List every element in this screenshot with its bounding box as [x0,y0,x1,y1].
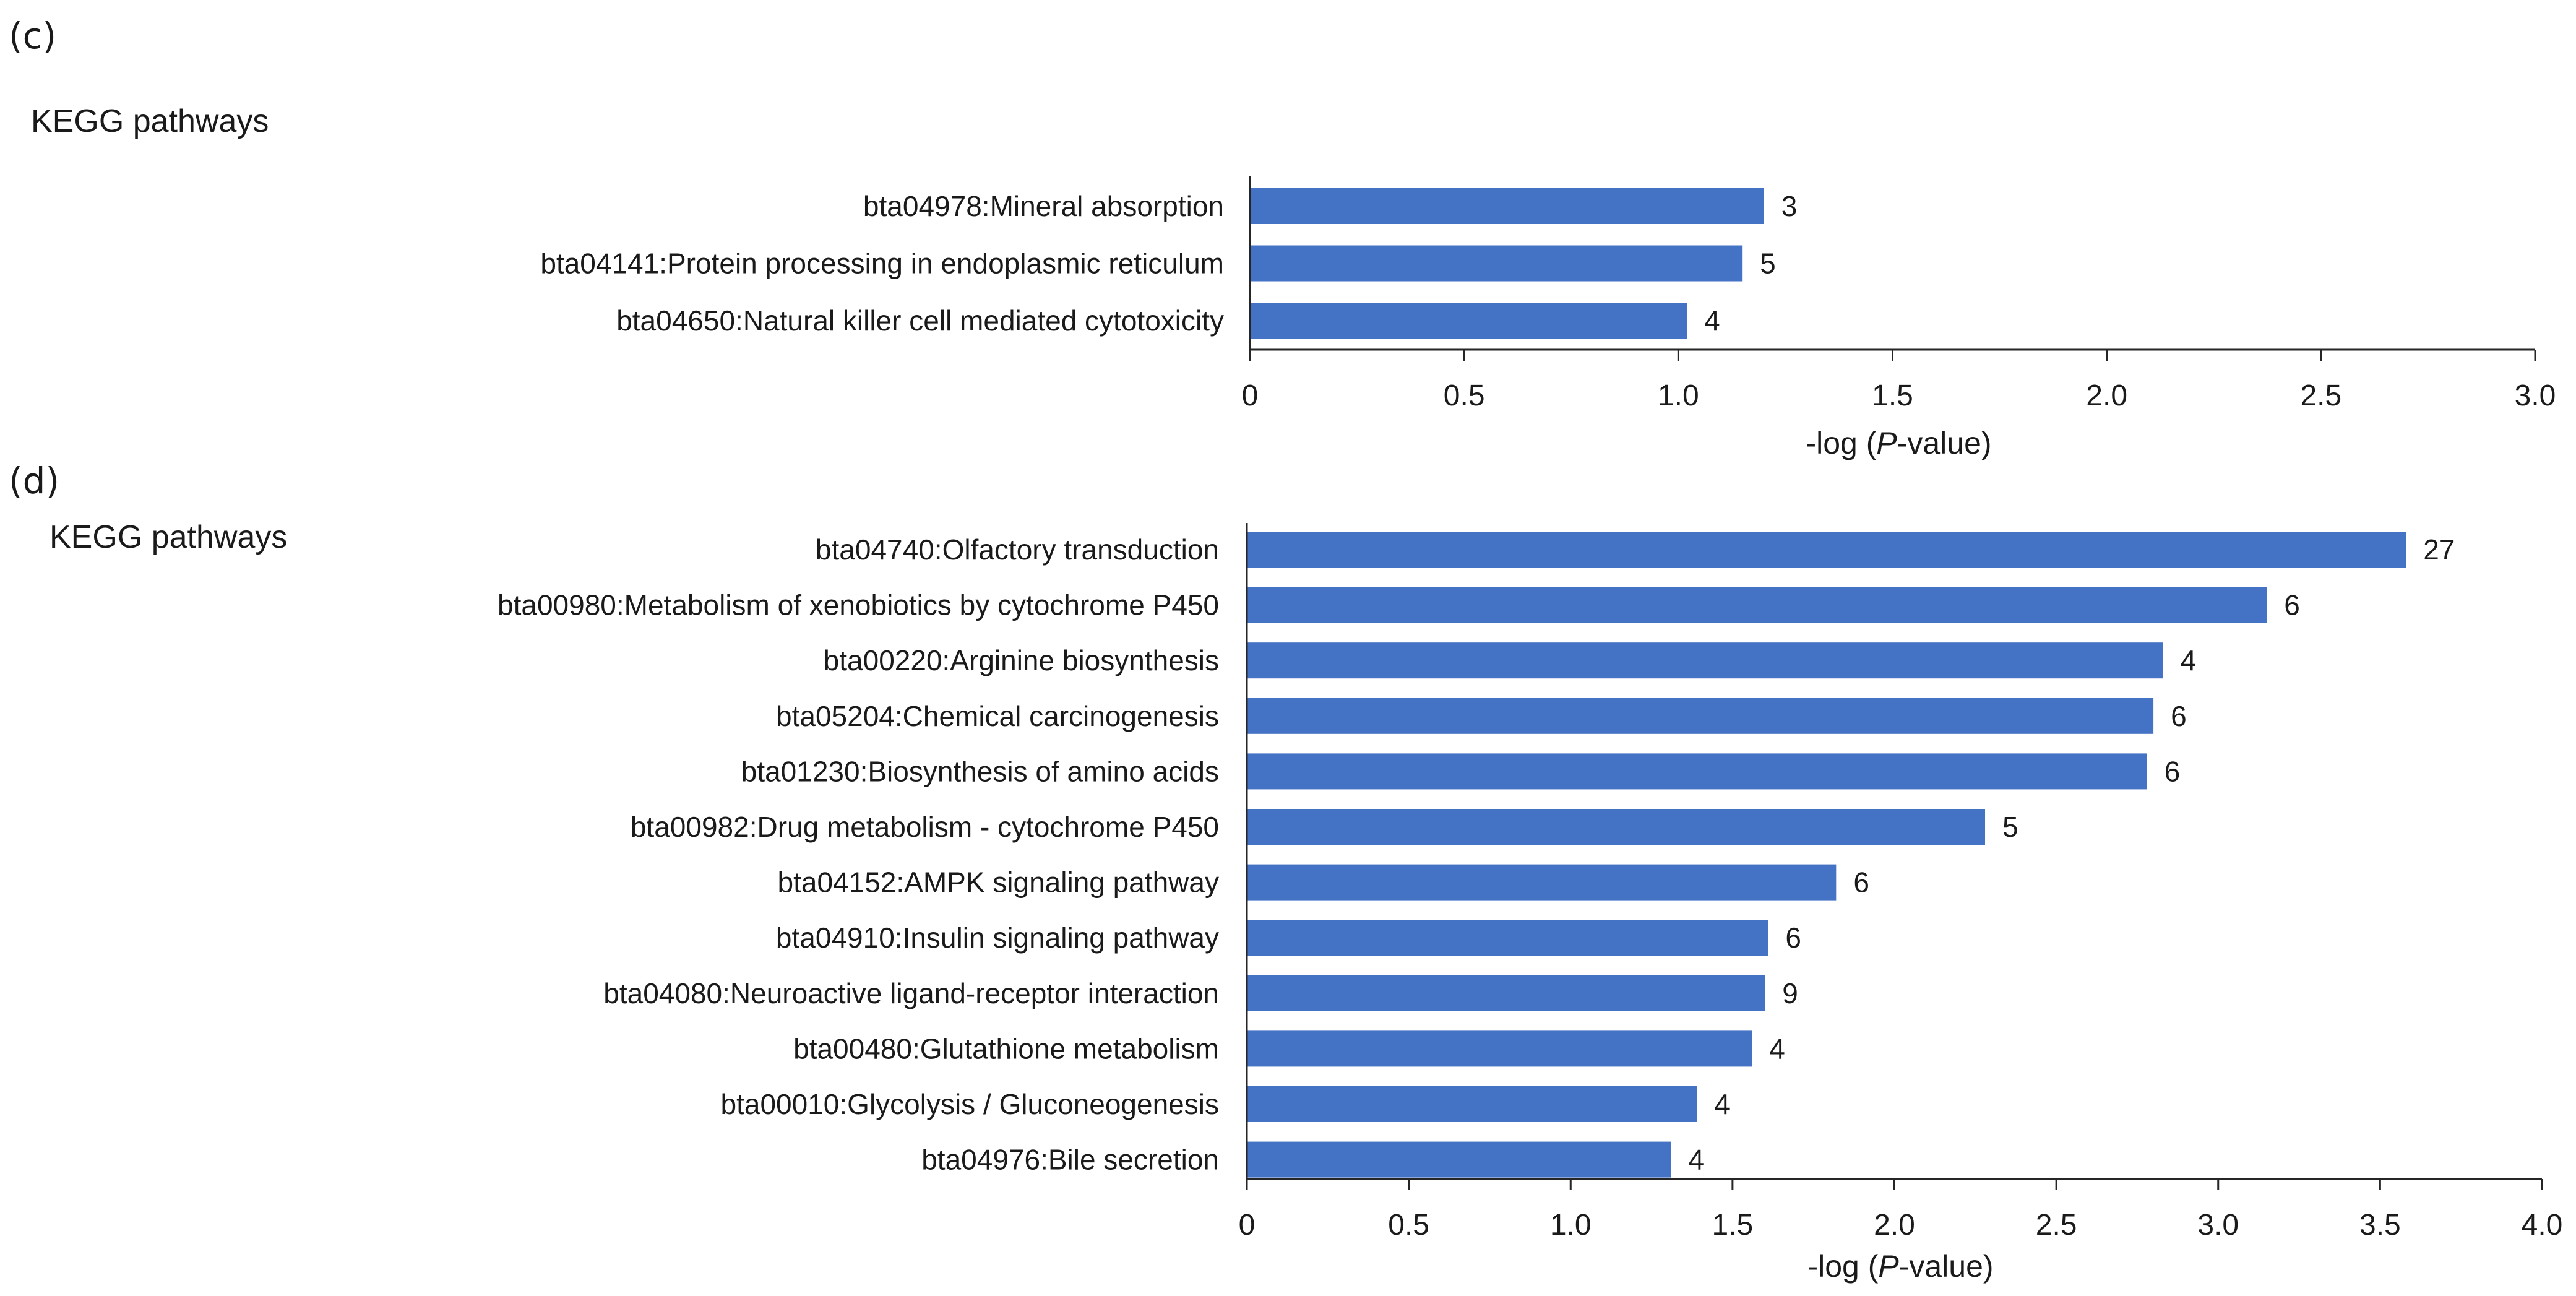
data-label: 4 [1688,1144,1704,1176]
x-tick-label: 2.0 [1874,1209,1915,1242]
bar [1247,753,2147,790]
category-label: bta04976:Bile secretion [921,1144,1219,1176]
bar [1247,975,1765,1011]
x-tick-label: 1.0 [1658,379,1699,412]
bar [1247,864,1837,901]
data-label: 9 [1782,977,1798,1009]
bar [1247,587,2267,623]
data-label: 3 [1781,190,1798,222]
data-label: 6 [1785,922,1801,954]
panel-label: (c) [9,15,56,57]
x-axis-title-suffix: -value) [1899,1249,1994,1284]
data-label: 27 [2423,534,2455,566]
data-label: 5 [1760,248,1776,280]
category-label: bta04152:AMPK signaling pathway [778,866,1219,899]
x-axis-title-italic: P [1878,1249,1899,1284]
category-label: bta01230:Biosynthesis of amino acids [741,755,1219,787]
bar [1247,809,1986,845]
x-tick-label: 2.5 [2300,379,2341,412]
bar-chart-d: (d) KEGG pathways bta04740:Olfactory trans… [9,460,2562,1284]
x-tick-label: 3.0 [2515,379,2556,412]
bar-chart-c: (c) KEGG pathways bta04978:Mineral absorpt… [9,15,2556,460]
bar [1247,642,2163,679]
bar [1247,1086,1697,1122]
category-label: bta04910:Insulin signaling pathway [776,922,1219,954]
data-label: 4 [1704,305,1720,337]
data-label: 5 [2002,811,2018,843]
bar [1250,245,1743,282]
data-label: 6 [2165,755,2181,787]
bar [1250,303,1687,339]
x-axis-title-prefix: -log ( [1806,426,1876,460]
category-label: bta04978:Mineral absorption [863,190,1224,222]
bar [1247,1030,1752,1067]
x-tick-label: 0.5 [1388,1209,1429,1242]
category-label: bta00980:Metabolism of xenobiotics by cy… [498,589,1219,621]
x-tick-label: 2.0 [2086,379,2127,412]
category-label: bta00982:Drug metabolism - cytochrome P4… [631,811,1219,843]
data-label: 4 [1769,1032,1785,1065]
category-label: bta05204:Chemical carcinogenesis [776,700,1219,732]
bar [1247,920,1768,956]
bar [1250,188,1764,224]
data-label: 6 [1853,866,1869,899]
x-tick-label: 2.5 [2036,1209,2077,1242]
x-axis-title: -log (P-value) [1807,1249,1993,1284]
panel-label: (d) [9,460,59,502]
chart-title: KEGG pathways [50,519,287,555]
x-tick-label: 0 [1242,379,1259,412]
category-label: bta04650:Natural killer cell mediated cy… [616,305,1224,337]
x-tick-label: 1.0 [1550,1209,1592,1242]
bar [1247,532,2406,568]
x-axis-title-prefix: -log ( [1807,1249,1878,1284]
chart-title: KEGG pathways [31,103,269,139]
category-label: bta04740:Olfactory transduction [816,534,1219,566]
data-label: 4 [1714,1088,1730,1120]
x-axis-title-suffix: -value) [1897,426,1992,460]
data-label: 4 [2181,644,2197,676]
bar [1247,698,2154,734]
x-axis-title-italic: P [1876,426,1897,460]
x-tick-label: 3.0 [2197,1209,2239,1242]
x-tick-label: 4.0 [2522,1209,2563,1242]
category-label: bta00010:Glycolysis / Gluconeogenesis [721,1088,1219,1120]
bar [1247,1141,1671,1178]
x-tick-label: 0.5 [1444,379,1485,412]
data-label: 6 [2171,700,2187,732]
x-tick-label: 3.5 [2359,1209,2401,1242]
x-tick-label: 1.5 [1712,1209,1754,1242]
x-axis-title: -log (P-value) [1806,426,1991,460]
category-label: bta00220:Arginine biosynthesis [824,644,1219,676]
x-tick-label: 1.5 [1872,379,1913,412]
data-label: 6 [2284,589,2300,621]
category-label: bta00480:Glutathione metabolism [793,1032,1219,1065]
category-label: bta04080:Neuroactive ligand-receptor int… [603,977,1219,1009]
x-tick-label: 0 [1239,1209,1256,1242]
category-label: bta04141:Protein processing in endoplasm… [540,248,1224,280]
